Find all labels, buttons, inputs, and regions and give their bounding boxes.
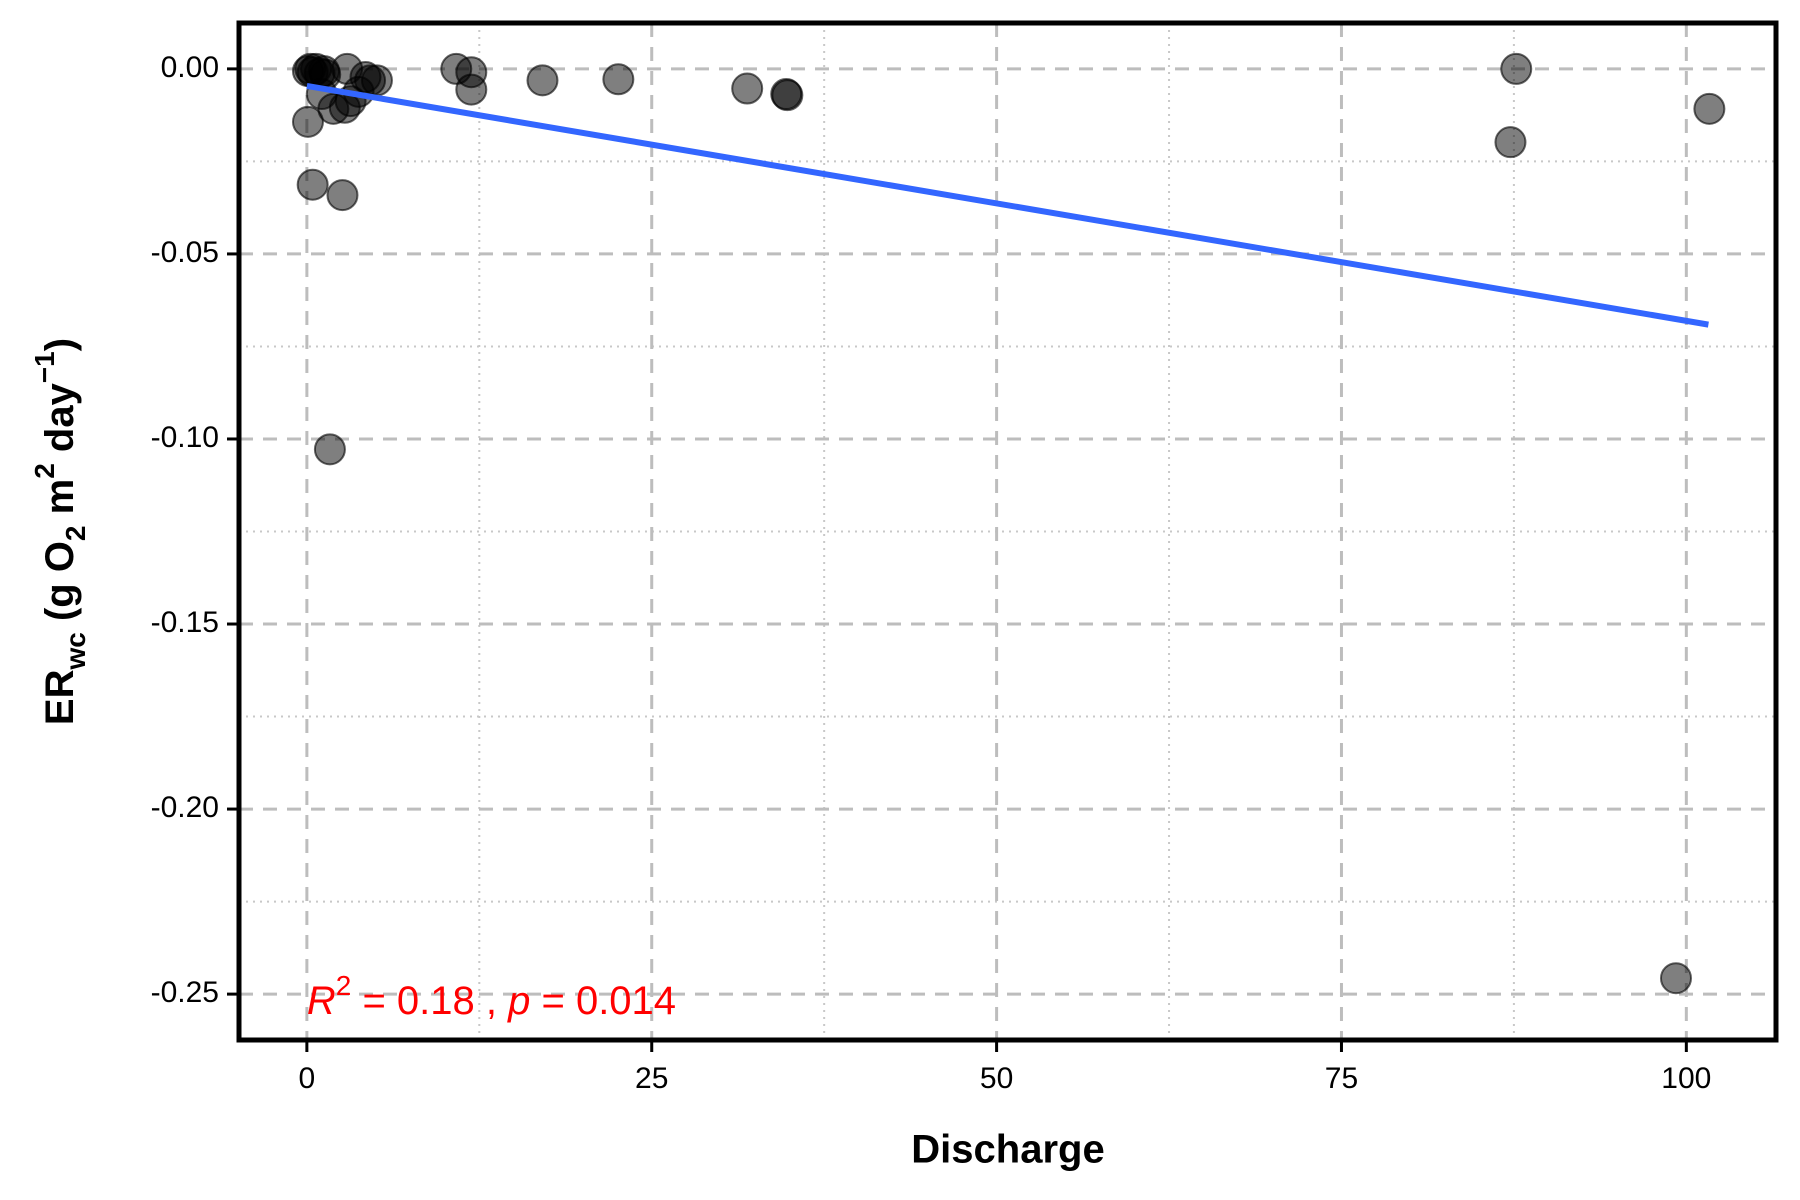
text-part: −1 — [29, 351, 60, 383]
text-part: 2 — [60, 525, 91, 541]
annotation: R2 = 0.18 , p = 0.014 — [307, 970, 676, 1023]
text-part: 2 — [336, 970, 352, 1001]
point — [771, 79, 804, 112]
text-part: ER — [38, 669, 82, 725]
point — [313, 433, 346, 466]
x-tick-label: 100 — [1661, 1062, 1711, 1095]
text-part: wc — [60, 632, 91, 670]
point — [731, 72, 764, 105]
point — [1500, 52, 1533, 85]
fit-line — [306, 82, 1709, 328]
text-part: (g O — [38, 541, 82, 632]
text-part: = 0.014 — [530, 979, 676, 1023]
x-tick-label: 25 — [635, 1062, 668, 1095]
text-part: p — [507, 979, 530, 1023]
y-tick-label: 0.00 — [161, 51, 219, 84]
point — [602, 63, 635, 96]
text-part: m — [38, 479, 82, 526]
y-tick-label: -0.15 — [151, 606, 219, 639]
point — [326, 179, 359, 212]
x-tick-label: 50 — [980, 1062, 1013, 1095]
y-tick-label: -0.05 — [151, 236, 219, 269]
y-axis-title: ERwc (g O2 m2 day−1) — [29, 338, 91, 725]
y-tick-label: -0.25 — [151, 976, 219, 1009]
point — [360, 64, 393, 97]
text-part: R — [307, 979, 336, 1023]
x-tick-label: 0 — [299, 1062, 316, 1095]
text-part: = 0.18 , — [351, 979, 508, 1023]
x-axis-title: Discharge — [911, 1128, 1104, 1172]
text-part: 2 — [29, 463, 60, 479]
x-tick-label: 75 — [1325, 1062, 1358, 1095]
panel-border — [236, 20, 1779, 1043]
point — [1659, 962, 1692, 995]
point — [1693, 92, 1726, 125]
y-tick-label: -0.10 — [151, 421, 219, 454]
point — [1494, 126, 1527, 159]
text-part: day — [38, 382, 82, 463]
point — [526, 64, 559, 97]
point — [291, 105, 324, 138]
point — [455, 73, 488, 106]
y-tick-label: -0.20 — [151, 791, 219, 824]
point — [296, 168, 329, 201]
text-part: ) — [38, 338, 82, 351]
